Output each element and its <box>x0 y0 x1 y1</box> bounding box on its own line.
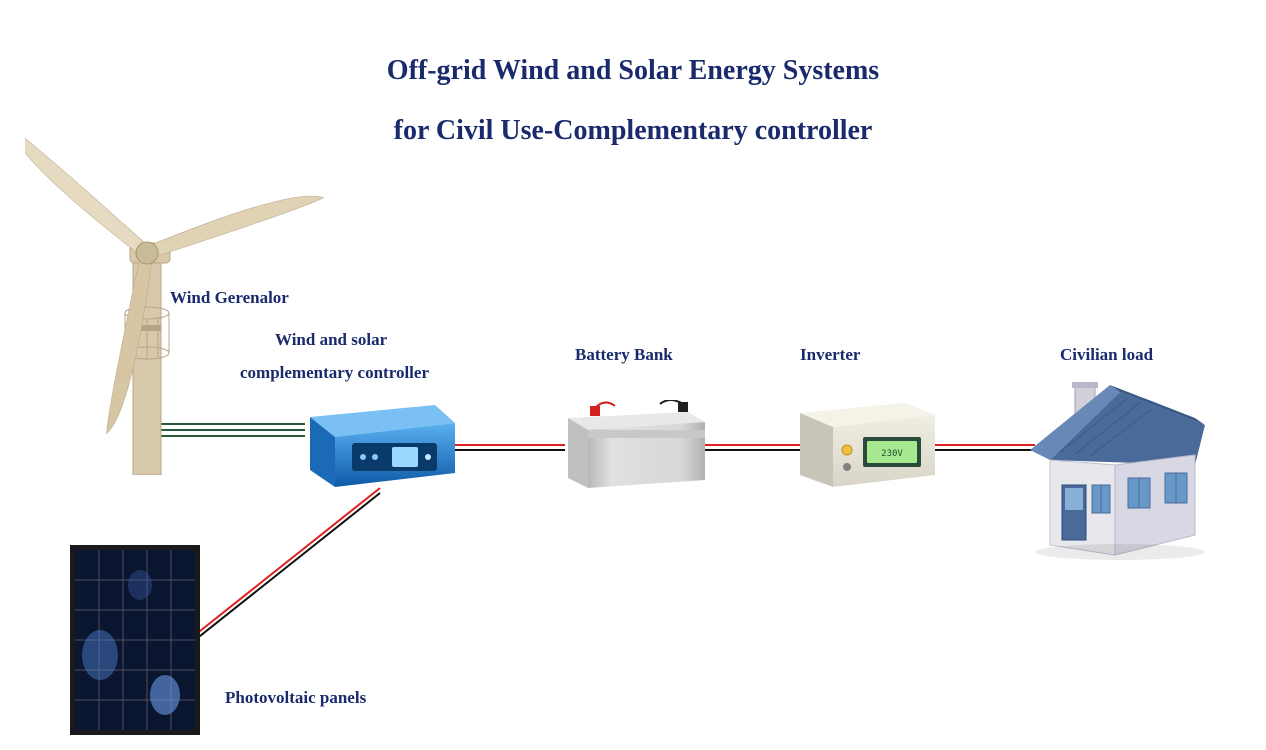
battery-icon <box>560 400 710 490</box>
wind-generator-label: Wind Gerenalor <box>170 288 289 308</box>
house-label: Civilian load <box>1060 345 1153 365</box>
controller-label-line2: complementary controller <box>240 363 429 383</box>
svg-text:230V: 230V <box>881 449 903 459</box>
house-icon <box>1020 370 1220 560</box>
controller-icon <box>300 395 460 490</box>
inverter-icon: 230V <box>795 395 940 495</box>
controller-label-line1: Wind and solar <box>275 330 387 350</box>
inverter-label: Inverter <box>800 345 860 365</box>
wind-generator-icon <box>25 75 325 475</box>
battery-label: Battery Bank <box>575 345 673 365</box>
solar-panel-label: Photovoltaic panels <box>225 688 366 708</box>
solar-panel-icon <box>70 545 200 735</box>
